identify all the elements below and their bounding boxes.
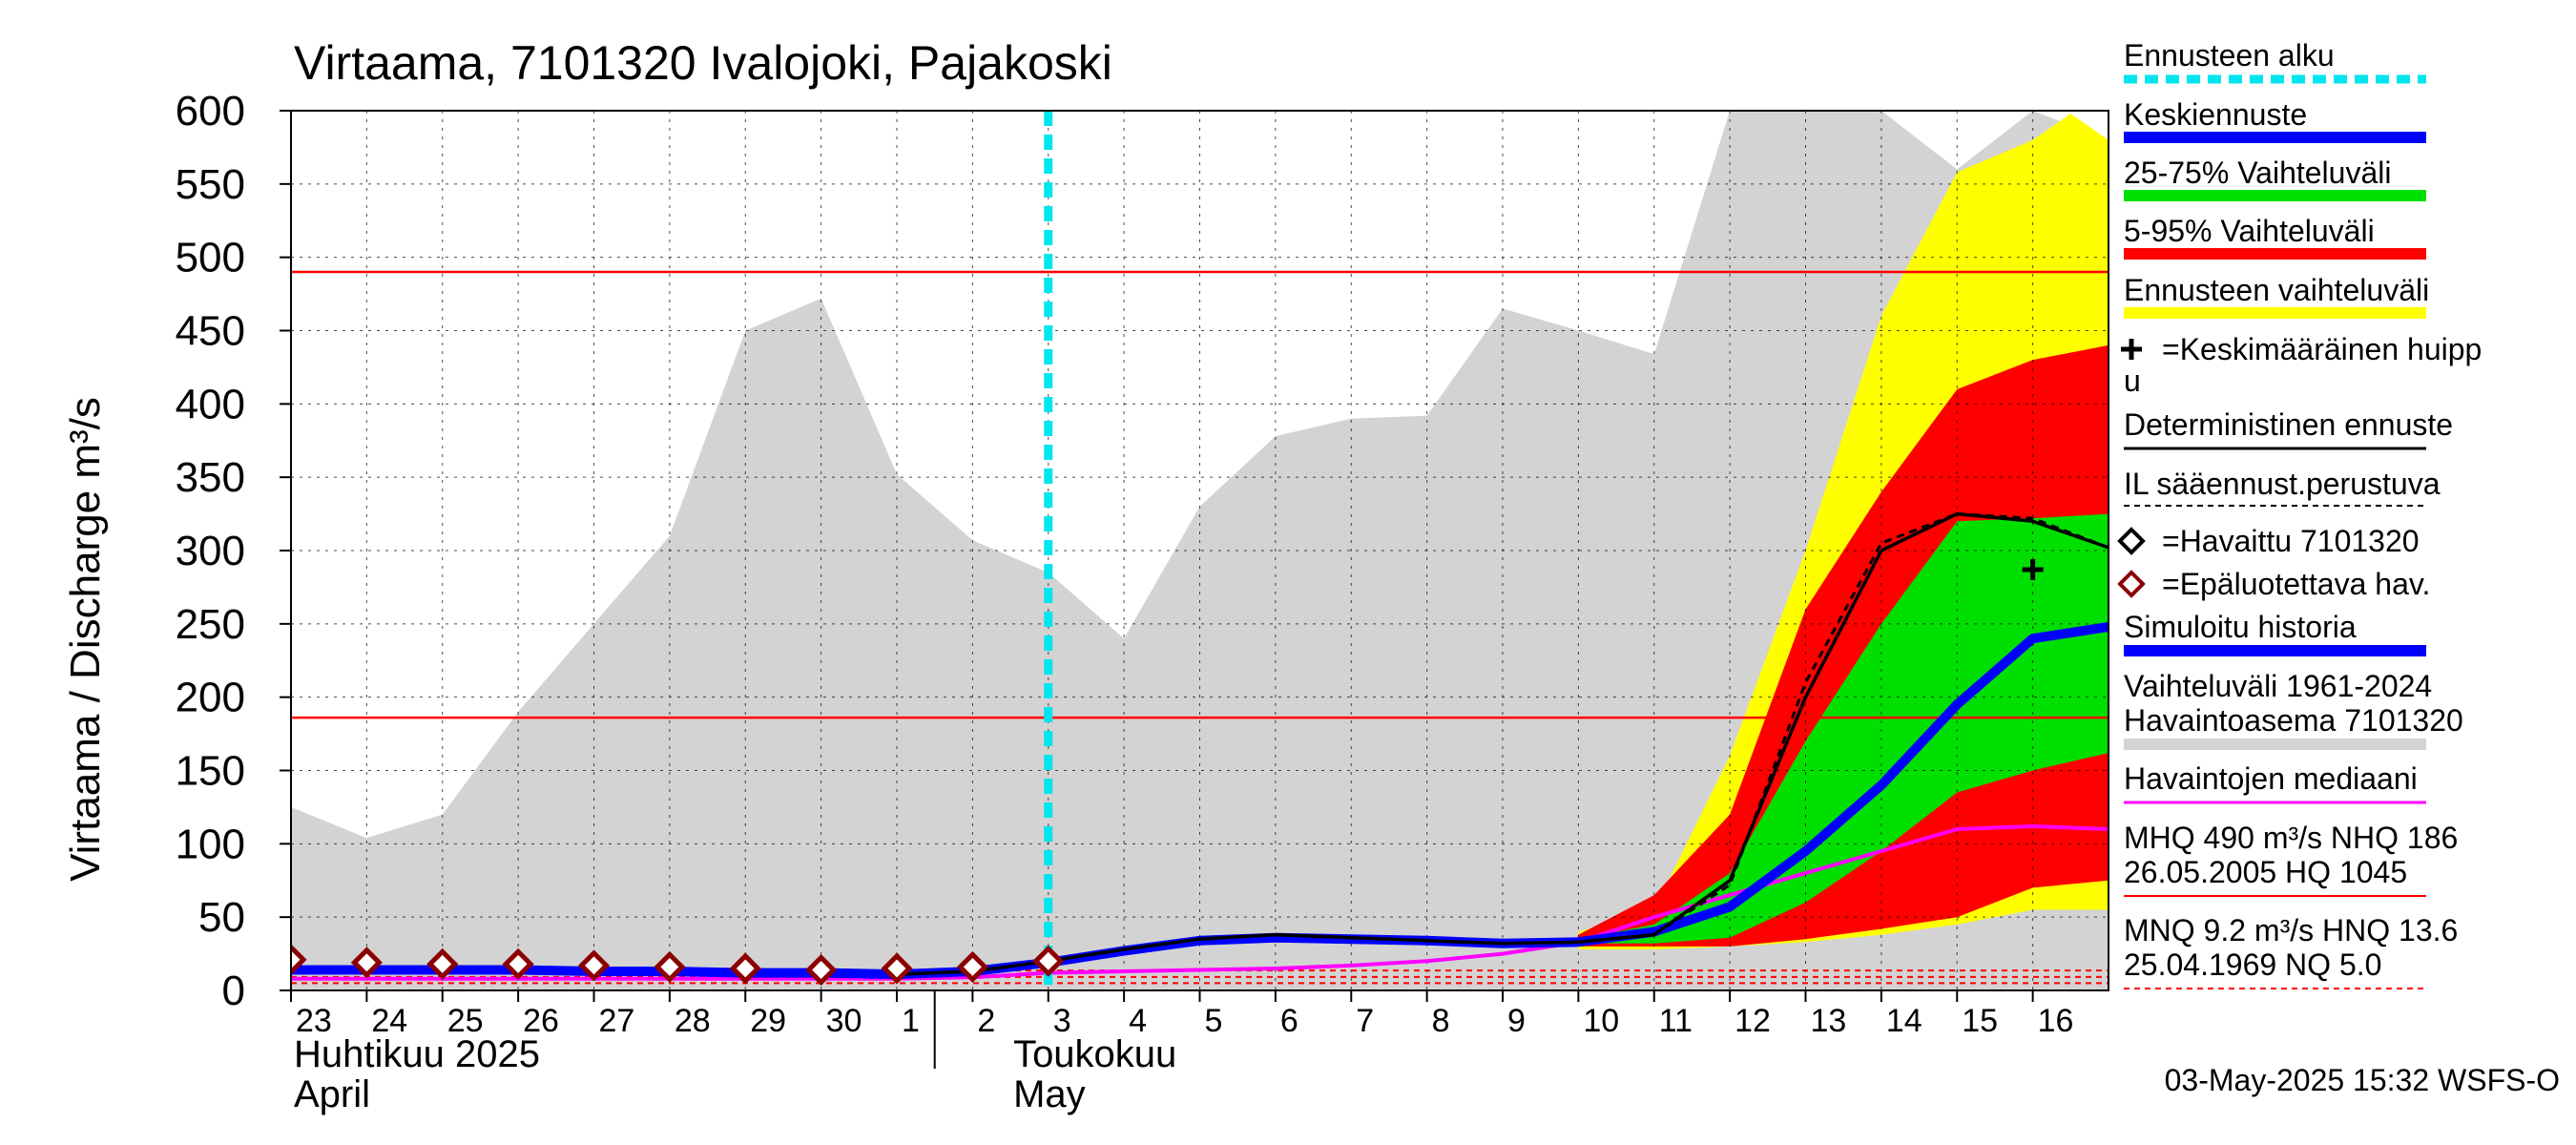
legend-diamond-observed-icon	[2117, 527, 2146, 555]
unreliable-observation-point	[291, 944, 307, 976]
x-tick-label: 15	[1962, 1003, 1998, 1039]
month-label-fi: Toukokuu	[1013, 1033, 1176, 1075]
legend-range-25-75: 25-75% Vaihteluväli	[2124, 156, 2391, 190]
x-tick-label: 9	[1507, 1003, 1526, 1039]
x-tick-label: 30	[826, 1003, 862, 1039]
footer-timestamp: 03-May-2025 15:32 WSFS-O	[2165, 1063, 2560, 1097]
legend-mean-forecast: Keskiennuste	[2124, 97, 2307, 132]
legend-forecast-start: Ennusteen alku	[2124, 38, 2335, 73]
legend-range-5-95: 5-95% Vaihteluväli	[2124, 214, 2375, 248]
chart-title: Virtaama, 7101320 Ivalojoki, Pajakoski	[294, 36, 1112, 90]
y-tick-label: 450	[176, 308, 245, 355]
unreliable-observation-point	[805, 953, 838, 987]
unreliable-observation-point	[502, 947, 534, 980]
y-tick-label: 550	[176, 161, 245, 208]
legend-observed: =Havaittu 7101320	[2162, 524, 2420, 558]
unreliable-observation-point	[654, 950, 686, 983]
month-label-en: April	[294, 1073, 370, 1115]
x-tick-label: 25	[447, 1003, 484, 1039]
legend: Ennusteen alku Keskiennuste 25-75% Vaiht…	[2117, 38, 2482, 989]
y-tick-label: 100	[176, 821, 245, 867]
x-tick-label: 13	[1811, 1003, 1847, 1039]
range-25-75-band	[1578, 513, 2109, 944]
legend-deterministic: Deterministinen ennuste	[2124, 407, 2453, 442]
y-tick-label: 250	[176, 601, 245, 648]
legend-station: Havaintoasema 7101320	[2124, 703, 2463, 738]
legend-history-range: Vaihteluväli 1961-2024	[2124, 669, 2432, 703]
legend-plus-icon	[2121, 339, 2142, 360]
unreliable-observation-point	[577, 949, 611, 982]
unreliable-observation-point	[956, 950, 988, 983]
x-tick-label: 29	[750, 1003, 786, 1039]
weather-forecast-line	[896, 512, 2109, 976]
legend-mean-peak: =Keskimääräinen huipp	[2162, 332, 2482, 366]
y-tick-label: 350	[176, 454, 245, 501]
x-tick-label: 2	[977, 1003, 995, 1039]
legend-weather-based: IL sääennust.perustuva	[2124, 467, 2441, 501]
month-label-en: May	[1013, 1073, 1086, 1115]
legend-mnq: MNQ 9.2 m³/s HNQ 13.6	[2124, 913, 2458, 947]
y-tick-label: 0	[222, 968, 245, 1014]
legend-simulated: Simuloitu historia	[2124, 610, 2357, 644]
legend-nq: 25.04.1969 NQ 5.0	[2124, 947, 2381, 982]
y-tick-label: 300	[176, 528, 245, 574]
legend-median: Havaintojen mediaani	[2124, 761, 2418, 796]
y-tick-label: 200	[176, 675, 245, 721]
legend-mean-peak-cont: u	[2124, 364, 2141, 398]
x-tick-label: 27	[599, 1003, 635, 1039]
y-tick-label: 50	[198, 894, 245, 941]
y-axis-label: Virtaama / Discharge m³/s	[62, 397, 109, 882]
x-tick-label: 10	[1583, 1003, 1619, 1039]
x-tick-label: 4	[1129, 1003, 1147, 1039]
mean-peak-marker	[2022, 558, 2044, 580]
month-label-fi: Huhtikuu 2025	[294, 1033, 540, 1075]
unreliable-observation-point	[881, 952, 913, 985]
observed-point	[1032, 945, 1065, 977]
markers-layer	[291, 111, 2044, 990]
x-tick-label: 6	[1280, 1003, 1298, 1039]
reference-lines-layer	[291, 270, 2109, 985]
range-5-95-band	[1578, 344, 2109, 947]
x-tick-label: 16	[2038, 1003, 2074, 1039]
unreliable-observation-point	[729, 952, 761, 985]
x-tick-label: 5	[1205, 1003, 1223, 1039]
legend-diamond-unreliable-icon	[2117, 570, 2146, 598]
x-tick-label: 3	[1053, 1003, 1071, 1039]
x-tick-label: 12	[1735, 1003, 1771, 1039]
y-tick-label: 400	[176, 381, 245, 427]
x-tick-label: 26	[523, 1003, 559, 1039]
legend-hq: 26.05.2005 HQ 1045	[2124, 855, 2407, 889]
y-tick-label: 150	[176, 748, 245, 795]
x-tick-label: 14	[1886, 1003, 1922, 1039]
legend-forecast-range: Ennusteen vaihteluväli	[2124, 273, 2429, 307]
x-tick-label: 8	[1432, 1003, 1450, 1039]
x-tick-label: 28	[675, 1003, 711, 1039]
x-tick-label: 7	[1356, 1003, 1374, 1039]
unreliable-observation-point	[350, 947, 383, 979]
legend-unreliable: =Epäluotettava hav.	[2162, 567, 2430, 601]
y-tick-label: 500	[176, 235, 245, 281]
x-tick-label: 24	[371, 1003, 407, 1039]
y-tick-label: 600	[176, 88, 245, 135]
x-tick-label: 23	[296, 1003, 332, 1039]
legend-mhq: MHQ 490 m³/s NHQ 186	[2124, 821, 2458, 855]
x-tick-label: 11	[1659, 1003, 1693, 1039]
unreliable-observation-point	[426, 947, 459, 980]
x-tick-label: 1	[902, 1003, 920, 1039]
